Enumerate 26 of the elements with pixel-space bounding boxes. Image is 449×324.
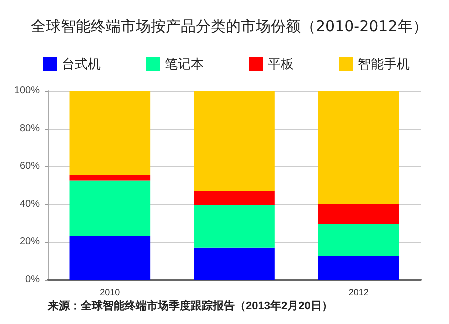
legend-label: 平板 xyxy=(268,56,294,72)
chart-title: 全球智能终端市场按产品分类的市场份额（2010-2012年） xyxy=(31,18,428,36)
bar xyxy=(318,224,400,256)
y-tick-label: 100% xyxy=(14,86,40,96)
legend-label: 台式机 xyxy=(62,56,101,72)
bar xyxy=(194,205,275,248)
bar xyxy=(194,191,275,206)
legend-label: 笔记本 xyxy=(165,56,204,72)
y-tick-label: 0% xyxy=(26,274,40,286)
bar xyxy=(70,91,151,176)
source-note: 来源：全球智能终端市场季度跟踪报告（2013年2月20日） xyxy=(47,300,333,312)
x-tick-label: 2012 xyxy=(348,288,369,298)
bar xyxy=(194,91,275,192)
bar xyxy=(70,180,151,237)
bar xyxy=(70,175,151,181)
bar xyxy=(318,256,400,280)
bar xyxy=(318,204,400,224)
bar xyxy=(70,236,151,280)
bar xyxy=(194,248,275,280)
y-tick-label: 20% xyxy=(20,236,40,248)
bar xyxy=(318,91,400,204)
legend-label: 智能手机 xyxy=(358,56,410,72)
y-tick-label: 80% xyxy=(20,123,40,134)
x-tick-label: 2010 xyxy=(100,288,120,298)
y-tick-label: 60% xyxy=(20,161,40,172)
y-tick-label: 40% xyxy=(20,198,40,210)
